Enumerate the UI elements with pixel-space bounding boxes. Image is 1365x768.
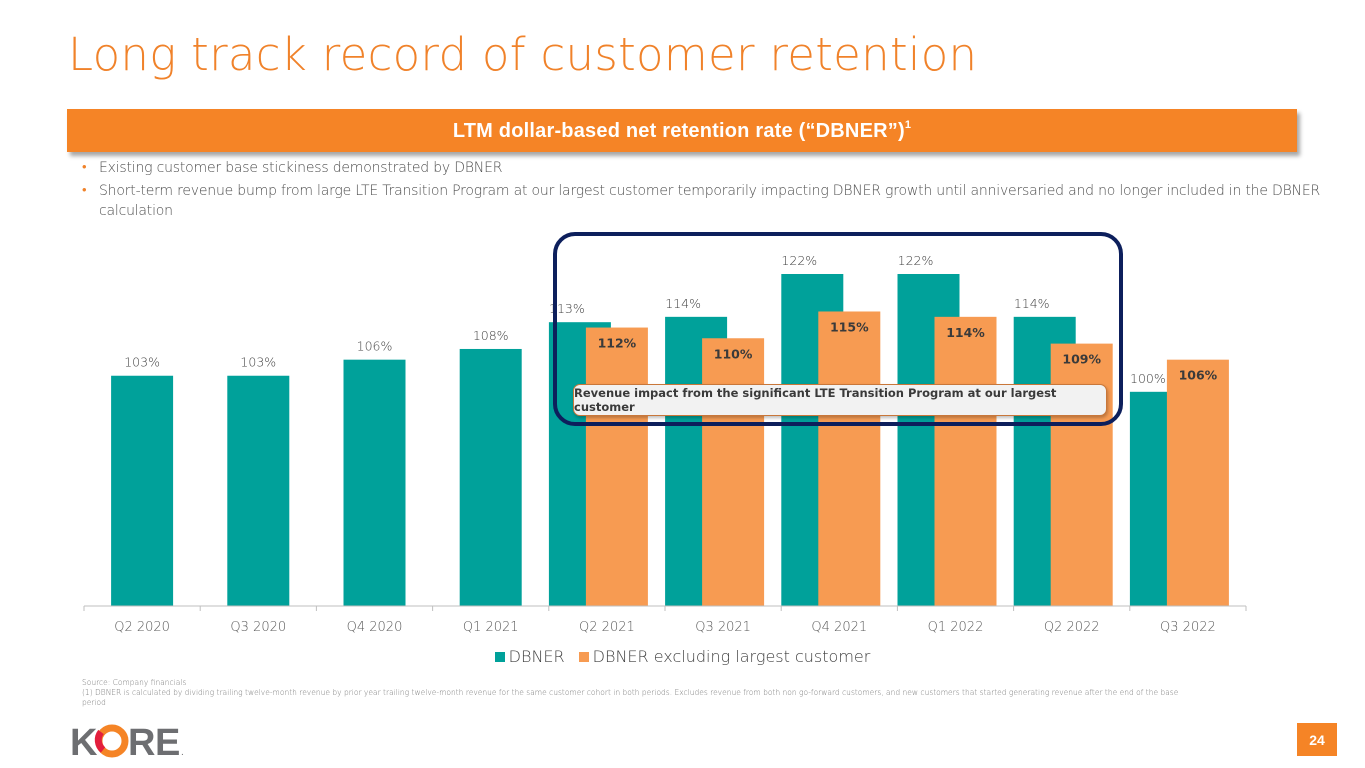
x-tick-label: Q4 2020 [347, 620, 403, 635]
x-tick-label: Q3 2022 [1160, 620, 1216, 635]
data-label-dbner-excluding-largest: 109% [1062, 352, 1101, 367]
data-label-dbner: 122% [898, 253, 934, 268]
data-label-dbner: 108% [473, 328, 509, 343]
bar-dbner-excluding-largest [1166, 359, 1229, 606]
slide-title: Long track record of customer retention [68, 28, 978, 81]
bullet-item: • Short-term revenue bump from large LTE … [82, 181, 1322, 221]
x-tick-label: Q4 2021 [811, 620, 867, 635]
logo-registered: . [181, 747, 184, 758]
kore-logo: K R E . [70, 723, 184, 759]
footnote-1: (1) DBNER is calculated by dividing trai… [82, 688, 1179, 707]
callout-box: Revenue impact from the significant LTE … [573, 384, 1107, 416]
data-label-dbner: 106% [357, 339, 393, 354]
x-tick-label: Q2 2022 [1044, 620, 1100, 635]
bullet-list: • Existing customer base stickiness demon… [82, 158, 1322, 224]
legend-label: DBNER [508, 647, 565, 666]
logo-letter-r: R [128, 723, 155, 759]
banner-title-text: LTM dollar-based net retention rate (“DB… [452, 119, 905, 142]
data-label-dbner: 114% [1014, 296, 1050, 311]
x-tick-label: Q3 2021 [695, 620, 751, 635]
x-axis: Q2 2020 Q3 2020 Q4 2020 Q1 2021 Q2 2021 Q3 20… [83, 605, 1247, 635]
legend-item-dbner: DBNER [494, 647, 565, 666]
bar-dbner-excluding-largest [818, 311, 881, 606]
data-label-dbner-excluding-largest: 114% [946, 325, 985, 340]
data-labels: 103% 103% 106% 108% 113% 112% 114% 110% 122% 115%… [124, 253, 1217, 386]
logo-letter-e: E [155, 723, 180, 759]
callout-text: Revenue impact from the significant LTE … [574, 386, 1057, 414]
bars-group [111, 274, 1229, 606]
data-label-dbner: 122% [781, 253, 817, 268]
bullet-item: • Existing customer base stickiness demon… [82, 158, 1322, 178]
banner-title: LTM dollar-based net retention rate (“DB… [453, 119, 911, 143]
page-number: 24 [1297, 723, 1337, 756]
section-banner: LTM dollar-based net retention rate (“DB… [67, 109, 1297, 152]
data-label-dbner: 113% [549, 301, 585, 316]
x-tick-label: Q1 2021 [463, 620, 519, 635]
data-label-dbner-excluding-largest: 106% [1179, 368, 1218, 383]
bar-dbner [227, 375, 290, 606]
logo-o-icon [94, 724, 129, 758]
data-label-dbner: 100% [1130, 371, 1166, 386]
source-note: Source: Company financials [82, 678, 187, 687]
bar-dbner [459, 348, 522, 606]
legend-label: DBNER excluding largest customer [592, 647, 871, 666]
x-tick-label: Q1 2022 [928, 620, 984, 635]
bullet-icon: • [82, 183, 87, 198]
legend-swatch-dbner-ex [578, 651, 589, 662]
bar-dbner-excluding-largest [934, 316, 997, 606]
bar-dbner [343, 359, 406, 606]
logo-letter-k: K [70, 723, 98, 759]
footnotes: Source: Company financials (1) DBNER is … [82, 678, 1202, 708]
x-tick-label: Q2 2021 [579, 620, 635, 635]
bar-dbner [111, 375, 174, 606]
x-tick-label: Q2 2020 [114, 620, 170, 635]
data-label-dbner-excluding-largest: 115% [830, 319, 869, 334]
data-label-dbner-excluding-largest: 112% [598, 336, 637, 351]
legend-item-dbner-ex: DBNER excluding largest customer [578, 647, 871, 666]
bar-dbner-excluding-largest [1050, 343, 1113, 606]
bar-dbner-excluding-largest [585, 327, 648, 606]
legend-swatch-dbner [494, 651, 505, 662]
data-label-dbner: 103% [124, 355, 160, 370]
footnote-marker: 1 [904, 118, 912, 131]
data-label-dbner: 114% [665, 296, 701, 311]
chart-legend: DBNER DBNER excluding largest customer [0, 647, 1365, 666]
bar-dbner-excluding-largest [702, 338, 765, 606]
data-label-dbner-excluding-largest: 110% [714, 346, 753, 361]
bullet-text: Short-term revenue bump from large LTE T… [99, 183, 1321, 219]
bullet-text: Existing customer base stickiness demons… [99, 160, 503, 176]
bullet-icon: • [82, 160, 87, 175]
data-label-dbner: 103% [240, 355, 276, 370]
x-tick-label: Q3 2020 [230, 620, 286, 635]
